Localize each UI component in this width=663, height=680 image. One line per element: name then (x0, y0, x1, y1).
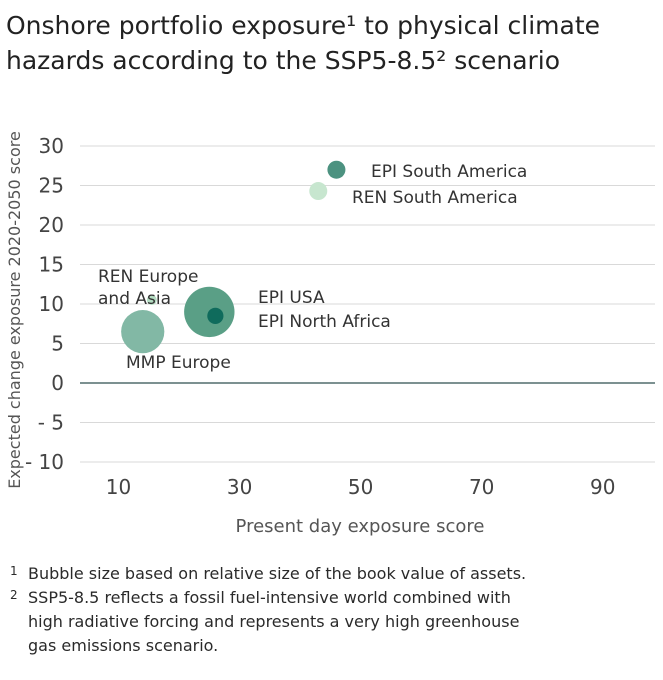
y-axis-label: Expected change exposure 2020-2050 score (5, 131, 24, 489)
x-tick-label: 70 (469, 475, 494, 499)
footnote-2-mark: 2 (10, 588, 18, 602)
bubble-ren-europe-and-asia (146, 295, 157, 305)
data-label: MMP Europe (126, 353, 231, 373)
data-label: EPI South America (371, 162, 527, 182)
footnote-2-line-1: SSP5-8.5 reflects a fossil fuel-intensiv… (28, 588, 511, 607)
y-tick-label: 25 (39, 174, 64, 198)
y-tick-label: 5 (51, 332, 64, 356)
data-label: REN South America (352, 188, 518, 208)
footnote-1-mark: 1 (10, 564, 18, 578)
footnote-1: 1 Bubble size based on relative size of … (8, 562, 658, 586)
y-tick-label: - 5 (38, 411, 64, 435)
footnote-2-line-2: high radiative forcing and represents a … (28, 612, 520, 631)
y-tick-label: 0 (51, 371, 64, 395)
chart-title-line-1: Onshore portfolio exposure¹ to physical … (6, 11, 601, 40)
footnote-2-line-3: gas emissions scenario. (28, 636, 219, 655)
bubble-epi-south-america (327, 160, 346, 179)
bubble-mmp-europe (121, 310, 165, 354)
x-tick-label: 30 (227, 475, 252, 499)
chart-title: Onshore portfolio exposure¹ to physical … (6, 8, 656, 78)
y-tick-label: 10 (39, 292, 64, 316)
bubble-ren-south-america (309, 182, 328, 201)
footnotes: 1 Bubble size based on relative size of … (8, 562, 658, 658)
y-tick-label: 20 (39, 213, 64, 237)
data-label: REN Europe (98, 267, 198, 287)
y-tick-label: - 10 (25, 450, 64, 474)
data-label: EPI North Africa (258, 312, 391, 332)
x-tick-label: 10 (106, 475, 131, 499)
footnote-2: 2 SSP5-8.5 reflects a fossil fuel-intens… (8, 586, 658, 658)
x-tick-label: 50 (348, 475, 373, 499)
x-axis-label: Present day exposure score (236, 516, 485, 537)
data-label: and Asia (98, 289, 171, 309)
chart-title-line-2: hazards according to the SSP5-8.5² scena… (6, 46, 561, 75)
y-tick-label: 30 (39, 134, 64, 158)
data-label: EPI USA (258, 288, 325, 308)
y-tick-label: 15 (39, 253, 64, 277)
footnote-1-line-1: Bubble size based on relative size of th… (28, 564, 527, 583)
bubble-epi-north-africa (207, 307, 224, 324)
x-tick-label: 90 (590, 475, 615, 499)
